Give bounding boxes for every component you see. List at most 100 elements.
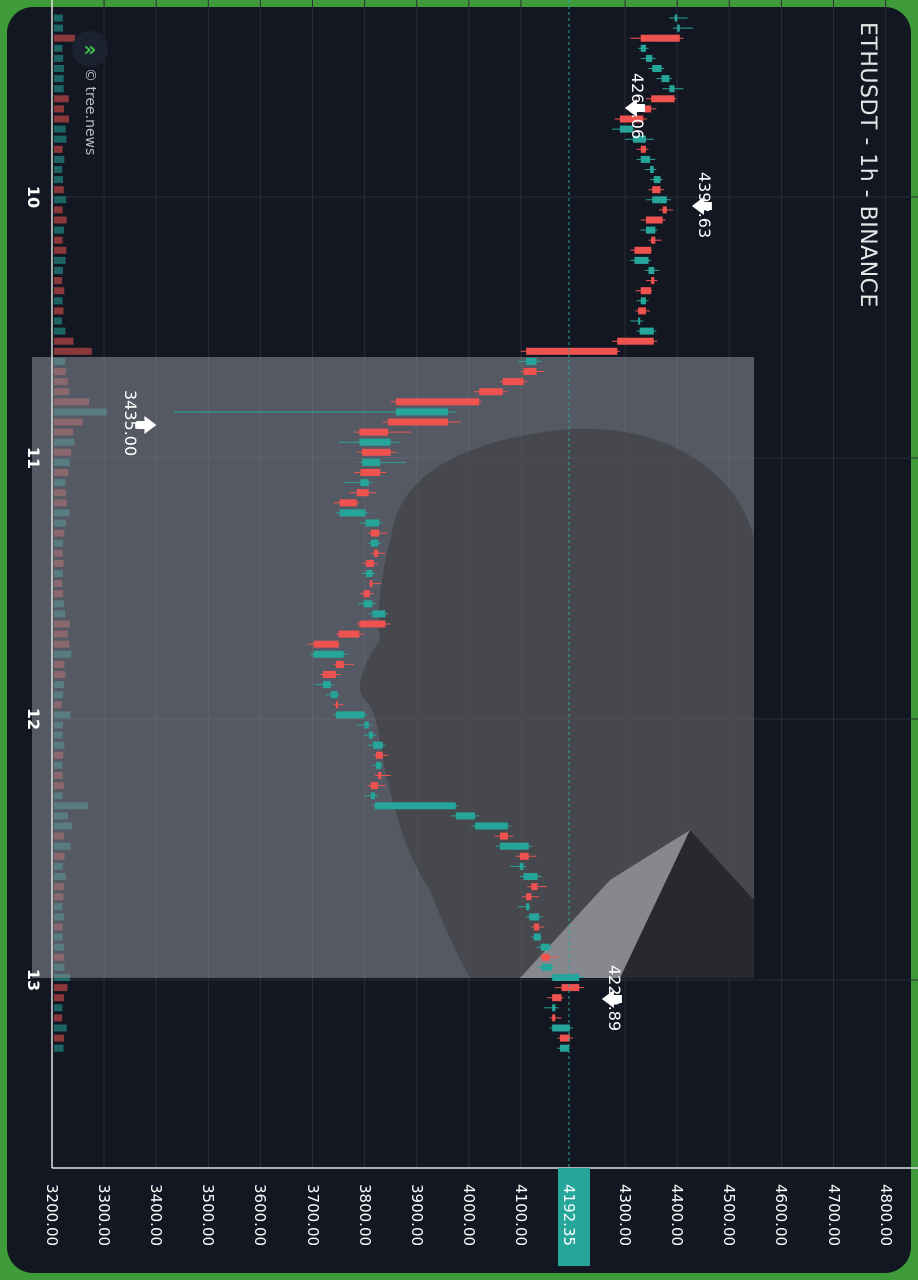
price-label: 3200.00 xyxy=(43,1184,61,1247)
price-label: 3700.00 xyxy=(303,1184,322,1247)
candle-body xyxy=(640,44,646,52)
volume-bar xyxy=(54,1024,67,1032)
volume-bar xyxy=(54,176,64,184)
candle-body xyxy=(643,105,652,113)
volume-bar xyxy=(54,327,66,335)
candle-body xyxy=(356,489,369,497)
volume-bar xyxy=(54,1004,63,1012)
candle-body xyxy=(335,711,365,719)
volume-bar xyxy=(54,14,63,22)
volume-bar xyxy=(54,206,63,214)
candle-body xyxy=(455,812,476,820)
candle-body xyxy=(661,75,670,83)
candle-body xyxy=(552,1004,556,1012)
candle-body xyxy=(529,913,540,921)
candle-body xyxy=(640,155,651,163)
price-label: 4500.00 xyxy=(720,1184,739,1247)
candle-body xyxy=(369,580,373,588)
candle-body xyxy=(617,337,654,345)
chart-title: ETHUSDT - 1h - BINANCE xyxy=(855,22,880,308)
last-price-label: 4192.35 xyxy=(560,1184,578,1247)
candle-body xyxy=(651,95,675,103)
volume-bar xyxy=(54,95,69,103)
volume-bar xyxy=(54,1034,65,1042)
candle-body xyxy=(619,115,644,123)
volume-bar xyxy=(54,226,65,234)
candle-body xyxy=(361,448,391,456)
candle-body xyxy=(674,14,678,22)
candle-body xyxy=(677,24,680,32)
candle-body xyxy=(366,570,373,577)
jacket-shape xyxy=(620,830,754,978)
volume-bar xyxy=(54,297,63,305)
candles xyxy=(174,14,693,1052)
candle-body xyxy=(559,1044,569,1052)
candle-body xyxy=(662,206,667,214)
volume-bar xyxy=(54,125,66,133)
tree-news-logo: » xyxy=(72,31,108,67)
volume-bar xyxy=(54,54,64,62)
candle-body xyxy=(540,943,550,951)
price-label: 4700.00 xyxy=(824,1184,843,1247)
time-label: 10 xyxy=(24,186,43,208)
candle-body xyxy=(500,832,508,840)
price-label: 3500.00 xyxy=(199,1184,218,1247)
annotation-arrow xyxy=(624,99,645,117)
candle-body xyxy=(322,671,336,678)
candle-body xyxy=(523,873,538,880)
candle-body xyxy=(370,782,379,790)
candle-body xyxy=(523,368,537,375)
volume-bar xyxy=(54,337,74,345)
candle-body xyxy=(652,186,661,194)
candle-body xyxy=(363,590,370,598)
candle-body xyxy=(365,519,380,527)
price-label: 4600.00 xyxy=(772,1184,791,1247)
volume-bar xyxy=(54,135,67,143)
candle-body xyxy=(526,347,618,355)
candle-body xyxy=(370,539,379,547)
candle-body xyxy=(552,974,580,981)
candle-body xyxy=(640,297,646,305)
candle-body xyxy=(370,529,380,537)
volume-bar xyxy=(54,65,64,72)
candle-body xyxy=(339,499,357,507)
candle-body xyxy=(645,216,663,224)
volume-bar xyxy=(54,1014,63,1022)
candle-body xyxy=(541,953,550,961)
time-label: 11 xyxy=(24,447,43,469)
candle-body xyxy=(378,772,382,779)
price-label: 4400.00 xyxy=(668,1184,687,1247)
candle-body xyxy=(360,469,381,476)
brand-label: © tree.news xyxy=(82,68,98,156)
annotation-arrow xyxy=(601,990,622,1008)
candle-body xyxy=(366,559,374,567)
volume-bar xyxy=(54,75,64,83)
candle-body xyxy=(561,984,580,992)
candle-body xyxy=(652,65,662,72)
price-label: 4800.00 xyxy=(876,1184,895,1247)
candle-body xyxy=(339,509,366,517)
volume-bar xyxy=(54,347,92,355)
candle-body xyxy=(335,701,338,709)
volume-bar xyxy=(54,155,65,163)
volume-bar xyxy=(54,1044,64,1052)
volume-bar xyxy=(54,115,70,123)
candle-body xyxy=(640,287,652,295)
candle-body xyxy=(552,1014,556,1022)
candle-body xyxy=(638,317,641,325)
candle-body xyxy=(619,125,633,133)
candle-body xyxy=(370,792,376,800)
candle-body xyxy=(638,307,646,315)
candle-body xyxy=(651,236,656,244)
volume-bar xyxy=(54,277,63,285)
volume-bar xyxy=(54,196,67,204)
candle-body xyxy=(526,903,530,911)
candle-body xyxy=(376,761,382,769)
candle-body xyxy=(639,327,654,335)
candle-body xyxy=(388,418,448,426)
candle-body xyxy=(519,852,529,860)
candle-body xyxy=(526,357,537,365)
candle-body xyxy=(376,751,383,759)
